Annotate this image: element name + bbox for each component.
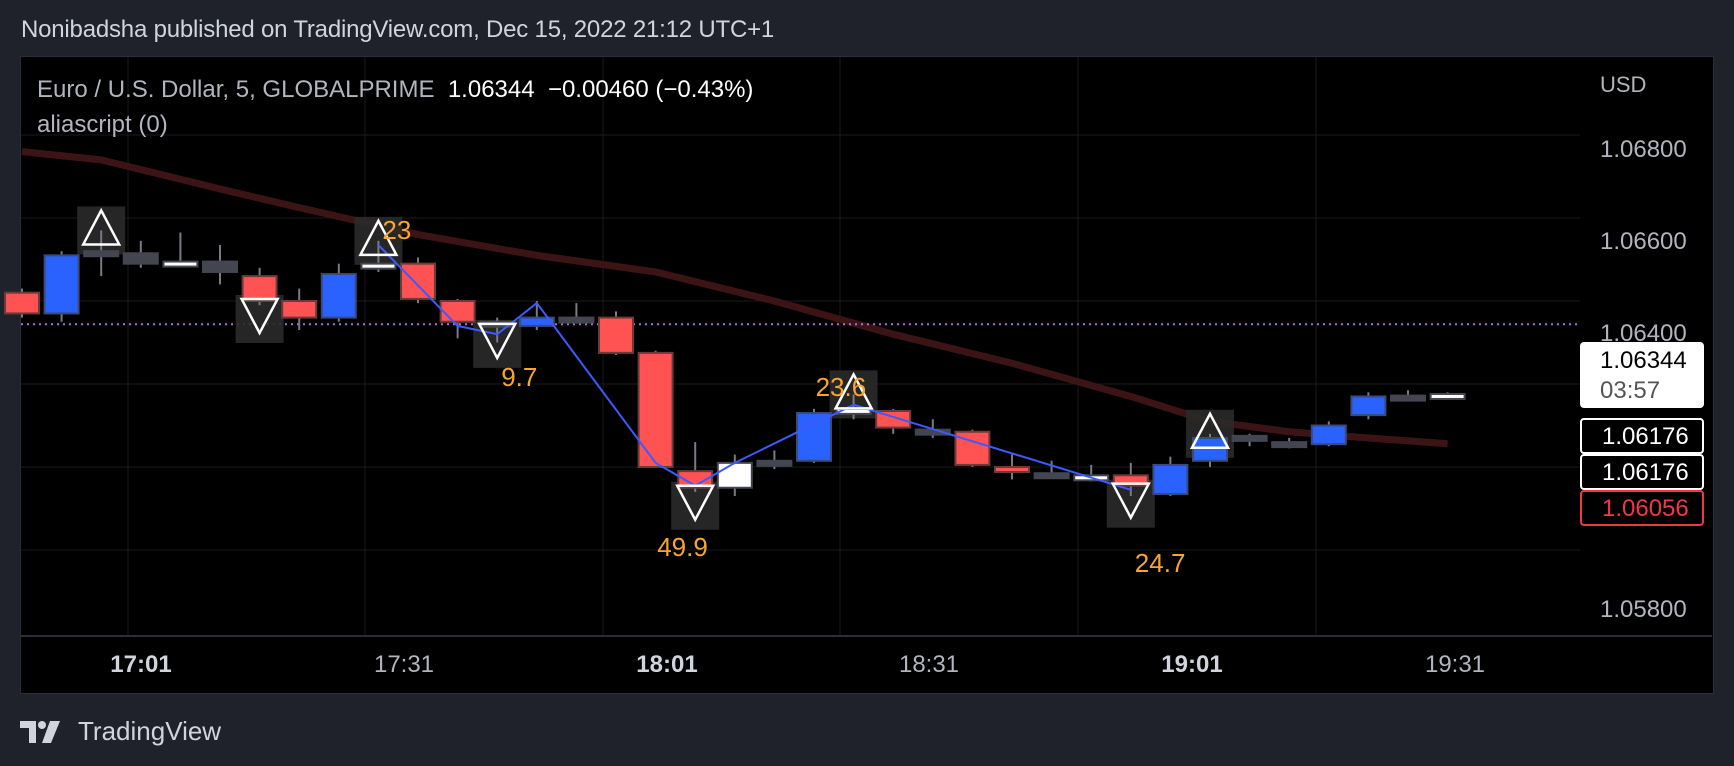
candle [796,412,832,462]
price-tag-ma: 1.06056 [1580,490,1704,526]
buy-signal-triangle-icon [833,371,874,410]
last-price: 1.06344 [447,76,535,103]
sell-signal-triangle-icon [675,484,716,523]
candle [360,262,397,270]
buy-signal-triangle-icon [358,218,399,257]
currency-label: USD [1600,72,1647,97]
bar-countdown: 03:57 [1600,377,1661,404]
candle [716,461,753,489]
candle [637,351,674,468]
candle [122,252,159,265]
candle [518,316,555,327]
last-price-value: 1.06344 [1600,347,1687,374]
time-tick: 19:01 [1161,651,1223,678]
candle [202,260,238,273]
candle [994,466,1030,473]
candle [1192,436,1228,462]
candle [320,273,357,319]
candle [400,262,436,300]
signal-value-label: 23 [382,214,412,245]
buy-signal-triangle-icon [81,207,122,246]
price-tick: 1.06600 [1600,228,1687,255]
candle [756,459,793,467]
candle [1231,434,1268,442]
indicator-legend: aliascript (0) [37,111,168,138]
candle [83,250,120,258]
time-tick: 19:31 [1424,651,1486,678]
buy-signal-triangle-icon [1189,411,1231,450]
candle [1429,392,1466,400]
price-tag-a: 1.06176 [1580,418,1704,454]
moving-average-line [21,148,1448,448]
price-tick: 1.06800 [1600,136,1687,163]
sell-signal-triangle-icon [477,322,518,361]
candle [43,254,80,315]
symbol-name: Euro / U.S. Dollar, 5, GLOBALPRIME [37,76,435,103]
candle [1152,463,1189,495]
candle [281,300,318,319]
sell-signal-triangle-icon [1110,482,1151,521]
candle [241,275,278,303]
zigzag-line [377,244,1132,491]
brand-name: TradingView [78,716,222,746]
candle [1033,472,1070,480]
time-tick: 17:01 [110,651,172,678]
candle [1112,474,1149,487]
candle [677,470,714,489]
sell-signal-triangle-icon [239,297,280,336]
candle [954,430,991,466]
footer: TradingView [20,716,221,747]
candle [1310,424,1347,446]
candle [4,291,40,315]
candle [439,300,476,323]
signal-value-label: 23.6 [815,372,867,403]
price-change: −0.00460 (−0.43%) [547,76,754,103]
candle [1271,441,1308,449]
signal-value-label: 9.7 [501,361,538,392]
candle [1350,395,1387,417]
symbol-legend: Euro / U.S. Dollar, 5, GLOBALPRIME 1.063… [37,76,753,104]
candle [162,260,199,268]
candle [598,316,634,354]
price-tag-b: 1.06176 [1580,454,1704,490]
time-tick: 18:01 [636,651,698,678]
published-line: Nonibadsha published on TradingView.com,… [21,16,775,43]
price-tick: 1.05800 [1600,596,1687,623]
tradingview-logo-icon [20,720,60,743]
time-tick: 18:31 [898,651,960,678]
signal-value-label: 24.7 [1134,547,1186,578]
candle [1390,394,1426,402]
candle [558,316,595,324]
time-tick: 17:31 [373,651,435,678]
last-price-tag: 1.06344 03:57 [1580,342,1704,408]
signal-value-label: 49.9 [657,531,708,562]
